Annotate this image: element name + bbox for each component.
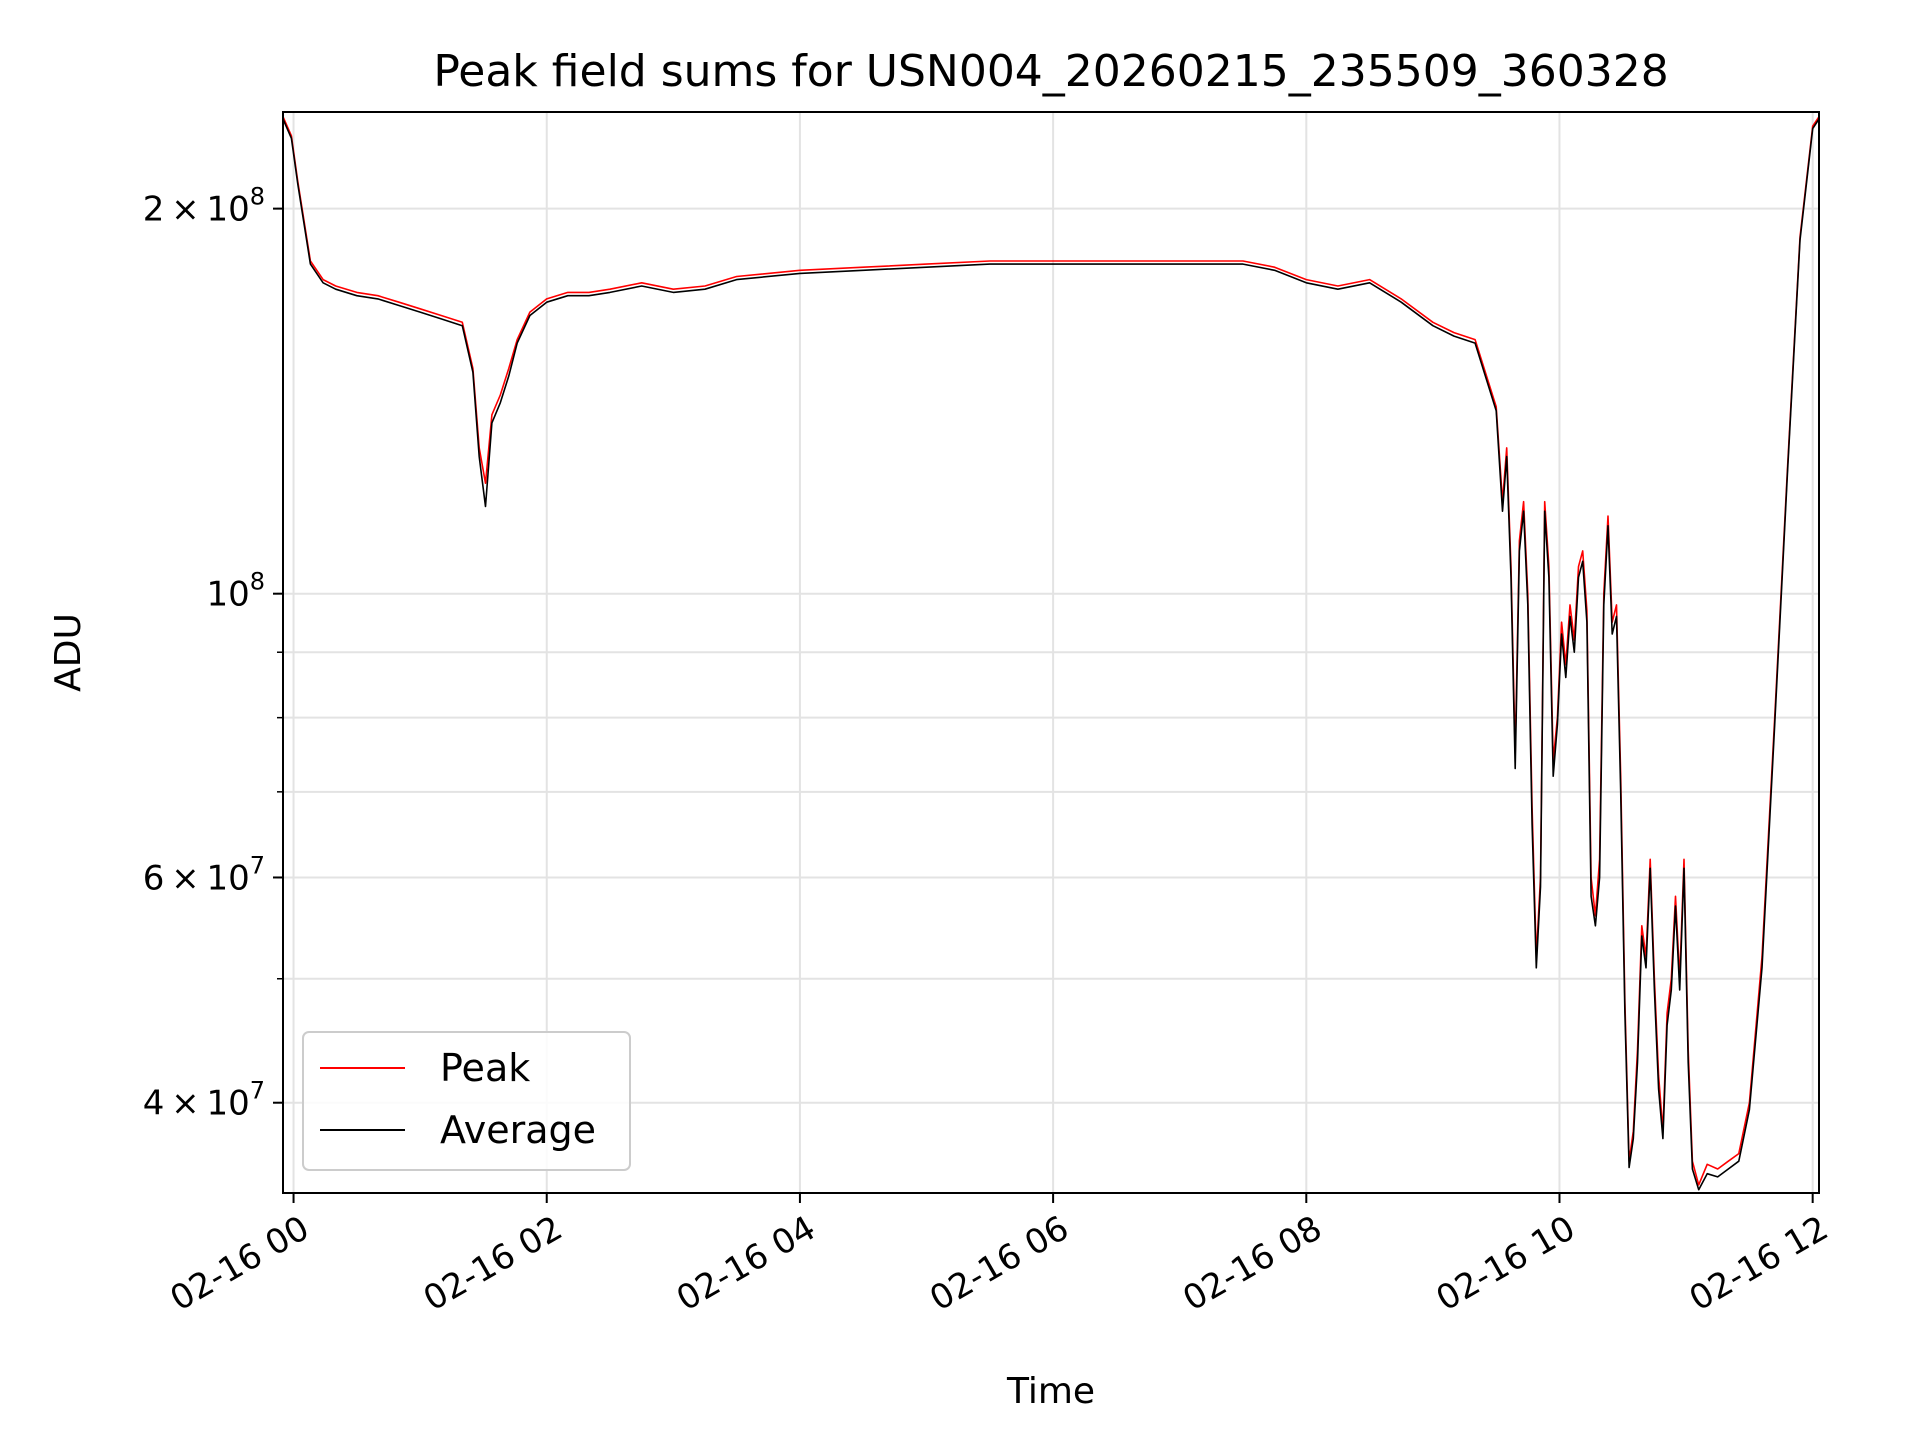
x-axis: 02-16 00 02-16 02 02-16 04 02-16 06 02-16 08…	[164, 1193, 1835, 1319]
x-tick-label: 02-16 02	[417, 1208, 569, 1319]
legend-label-average: Average	[440, 1108, 596, 1152]
y-tick-mantissa: 4	[143, 1084, 165, 1124]
legend-box	[302, 1031, 631, 1171]
y-tick-base: 10	[206, 1084, 249, 1124]
x-tick-label: 02-16 04	[670, 1208, 822, 1319]
y-tick-mantissa: 6	[143, 858, 165, 898]
y-tick-label: 2 × 108	[143, 183, 265, 230]
y-tick-label: 6 × 107	[143, 851, 265, 898]
y-tick-label: 4 × 107	[143, 1077, 265, 1124]
y-tick-times: ×	[164, 190, 206, 230]
y-tick-exponent: 7	[250, 851, 265, 879]
legend: Peak Average	[302, 1031, 631, 1171]
y-tick-exponent: 8	[250, 568, 265, 596]
y-tick-exponent: 7	[250, 1077, 265, 1105]
x-axis-label: Time	[1006, 1371, 1095, 1412]
y-tick-base: 10	[206, 858, 249, 898]
series-layer	[282, 116, 1820, 1191]
y-axis-label: ADU	[48, 613, 89, 692]
y-tick-times: ×	[164, 1084, 206, 1124]
x-tick-label: 02-16 08	[1176, 1208, 1328, 1319]
y-tick-times: ×	[164, 858, 206, 898]
x-tick-label: 02-16 10	[1430, 1208, 1582, 1319]
legend-label-peak: Peak	[440, 1046, 530, 1090]
chart-title: Peak field sums for USN004_20260215_2355…	[433, 46, 1668, 97]
y-tick-label: 108	[206, 568, 265, 615]
y-tick-base: 10	[206, 575, 249, 615]
grid	[283, 112, 1819, 1193]
series-line-average	[282, 118, 1820, 1191]
series-line-peak	[282, 116, 1820, 1186]
y-tick-exponent: 8	[250, 183, 265, 211]
x-tick-label: 02-16 06	[923, 1208, 1075, 1319]
y-tick-base: 10	[206, 190, 249, 230]
x-tick-label: 02-16 12	[1683, 1208, 1835, 1319]
x-tick-label: 02-16 00	[164, 1208, 316, 1319]
y-tick-mantissa: 2	[143, 190, 165, 230]
